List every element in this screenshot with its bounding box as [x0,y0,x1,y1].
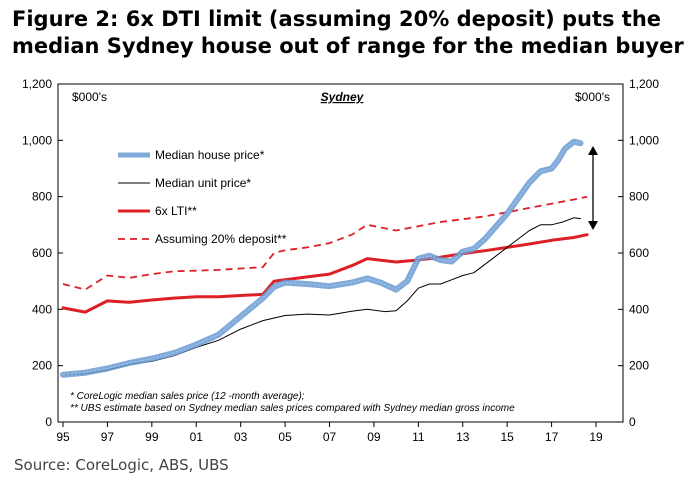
gap-arrow [588,146,598,230]
y-tick-label-left: 800 [32,190,52,204]
chart-subtitle: Sydney [321,90,365,104]
x-tick-label: 99 [145,430,159,444]
y-tick-label-right: 1,200 [629,77,659,91]
right-axis-unit: $000's [575,90,610,104]
legend-label: Median unit price* [155,176,251,190]
left-axis-unit: $000's [72,90,107,104]
y-tick-label-right: 600 [629,246,649,260]
x-tick-label: 95 [56,430,70,444]
source-note: Source: CoreLogic, ABS, UBS [14,456,229,474]
y-tick-label-left: 0 [45,415,52,429]
series-markers-median-house-price [62,141,582,376]
series-layer [60,138,589,378]
x-tick-label: 17 [545,430,559,444]
series-line-median-house-price [60,138,584,378]
x-tick-label: 03 [234,430,248,444]
x-tick-label: 05 [278,430,292,444]
x-tick-label: 11 [412,430,425,444]
x-tick-label: 07 [323,430,337,444]
y-tick-label-left: 600 [32,246,52,260]
legend: Median house price* Median unit price* 6x … [118,148,287,246]
figure-title: Figure 2: 6x DTI limit (assuming 20% dep… [12,7,684,58]
y-tick-label-right: 200 [629,359,649,373]
footnote-2: ** UBS estimate based on Sydney median s… [70,403,515,414]
footnote-1: * CoreLogic median sales price (12 -mont… [70,391,305,402]
series-line-6x-lti [61,233,589,314]
legend-label: Median house price* [155,148,265,162]
y-tick-label-left: 200 [32,359,52,373]
y-tick-label-right: 400 [629,302,649,316]
legend-label: Assuming 20% deposit** [155,232,287,246]
y-tick-label-right: 1,000 [629,133,659,147]
tick-layer: 0 0 200 200 400 400 600 600 800 800 1,000 1,000 1,20… [22,77,659,444]
plot-frame [57,83,624,423]
series-line-median-unit-price [62,217,581,376]
y-tick-label-left: 1,200 [22,77,52,91]
x-tick-label: 15 [500,430,514,444]
y-tick-label-right: 800 [629,190,649,204]
x-tick-label: 19 [589,430,603,444]
x-tick-label: 97 [101,430,115,444]
y-tick-label-left: 400 [32,302,52,316]
y-tick-label-left: 1,000 [22,133,52,147]
legend-label: 6x LTI** [155,204,197,218]
series-line-assuming-20-deposit [62,195,588,291]
x-tick-label: 01 [190,430,204,444]
y-tick-label-right: 0 [629,415,636,429]
x-tick-label: 13 [456,430,470,444]
x-tick-label: 09 [367,430,381,444]
